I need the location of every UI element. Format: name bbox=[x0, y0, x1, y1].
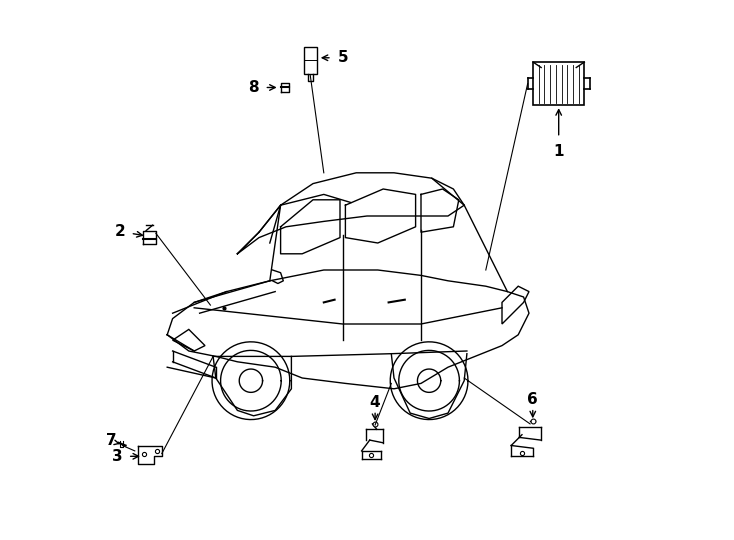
Text: 8: 8 bbox=[248, 80, 259, 95]
Text: 3: 3 bbox=[112, 449, 123, 464]
Text: 7: 7 bbox=[106, 433, 117, 448]
Text: 5: 5 bbox=[338, 50, 348, 65]
Text: 1: 1 bbox=[553, 144, 564, 159]
Text: 6: 6 bbox=[528, 392, 538, 407]
Bar bbox=[304, 47, 317, 74]
Text: 2: 2 bbox=[115, 224, 125, 239]
Text: 4: 4 bbox=[370, 395, 380, 410]
